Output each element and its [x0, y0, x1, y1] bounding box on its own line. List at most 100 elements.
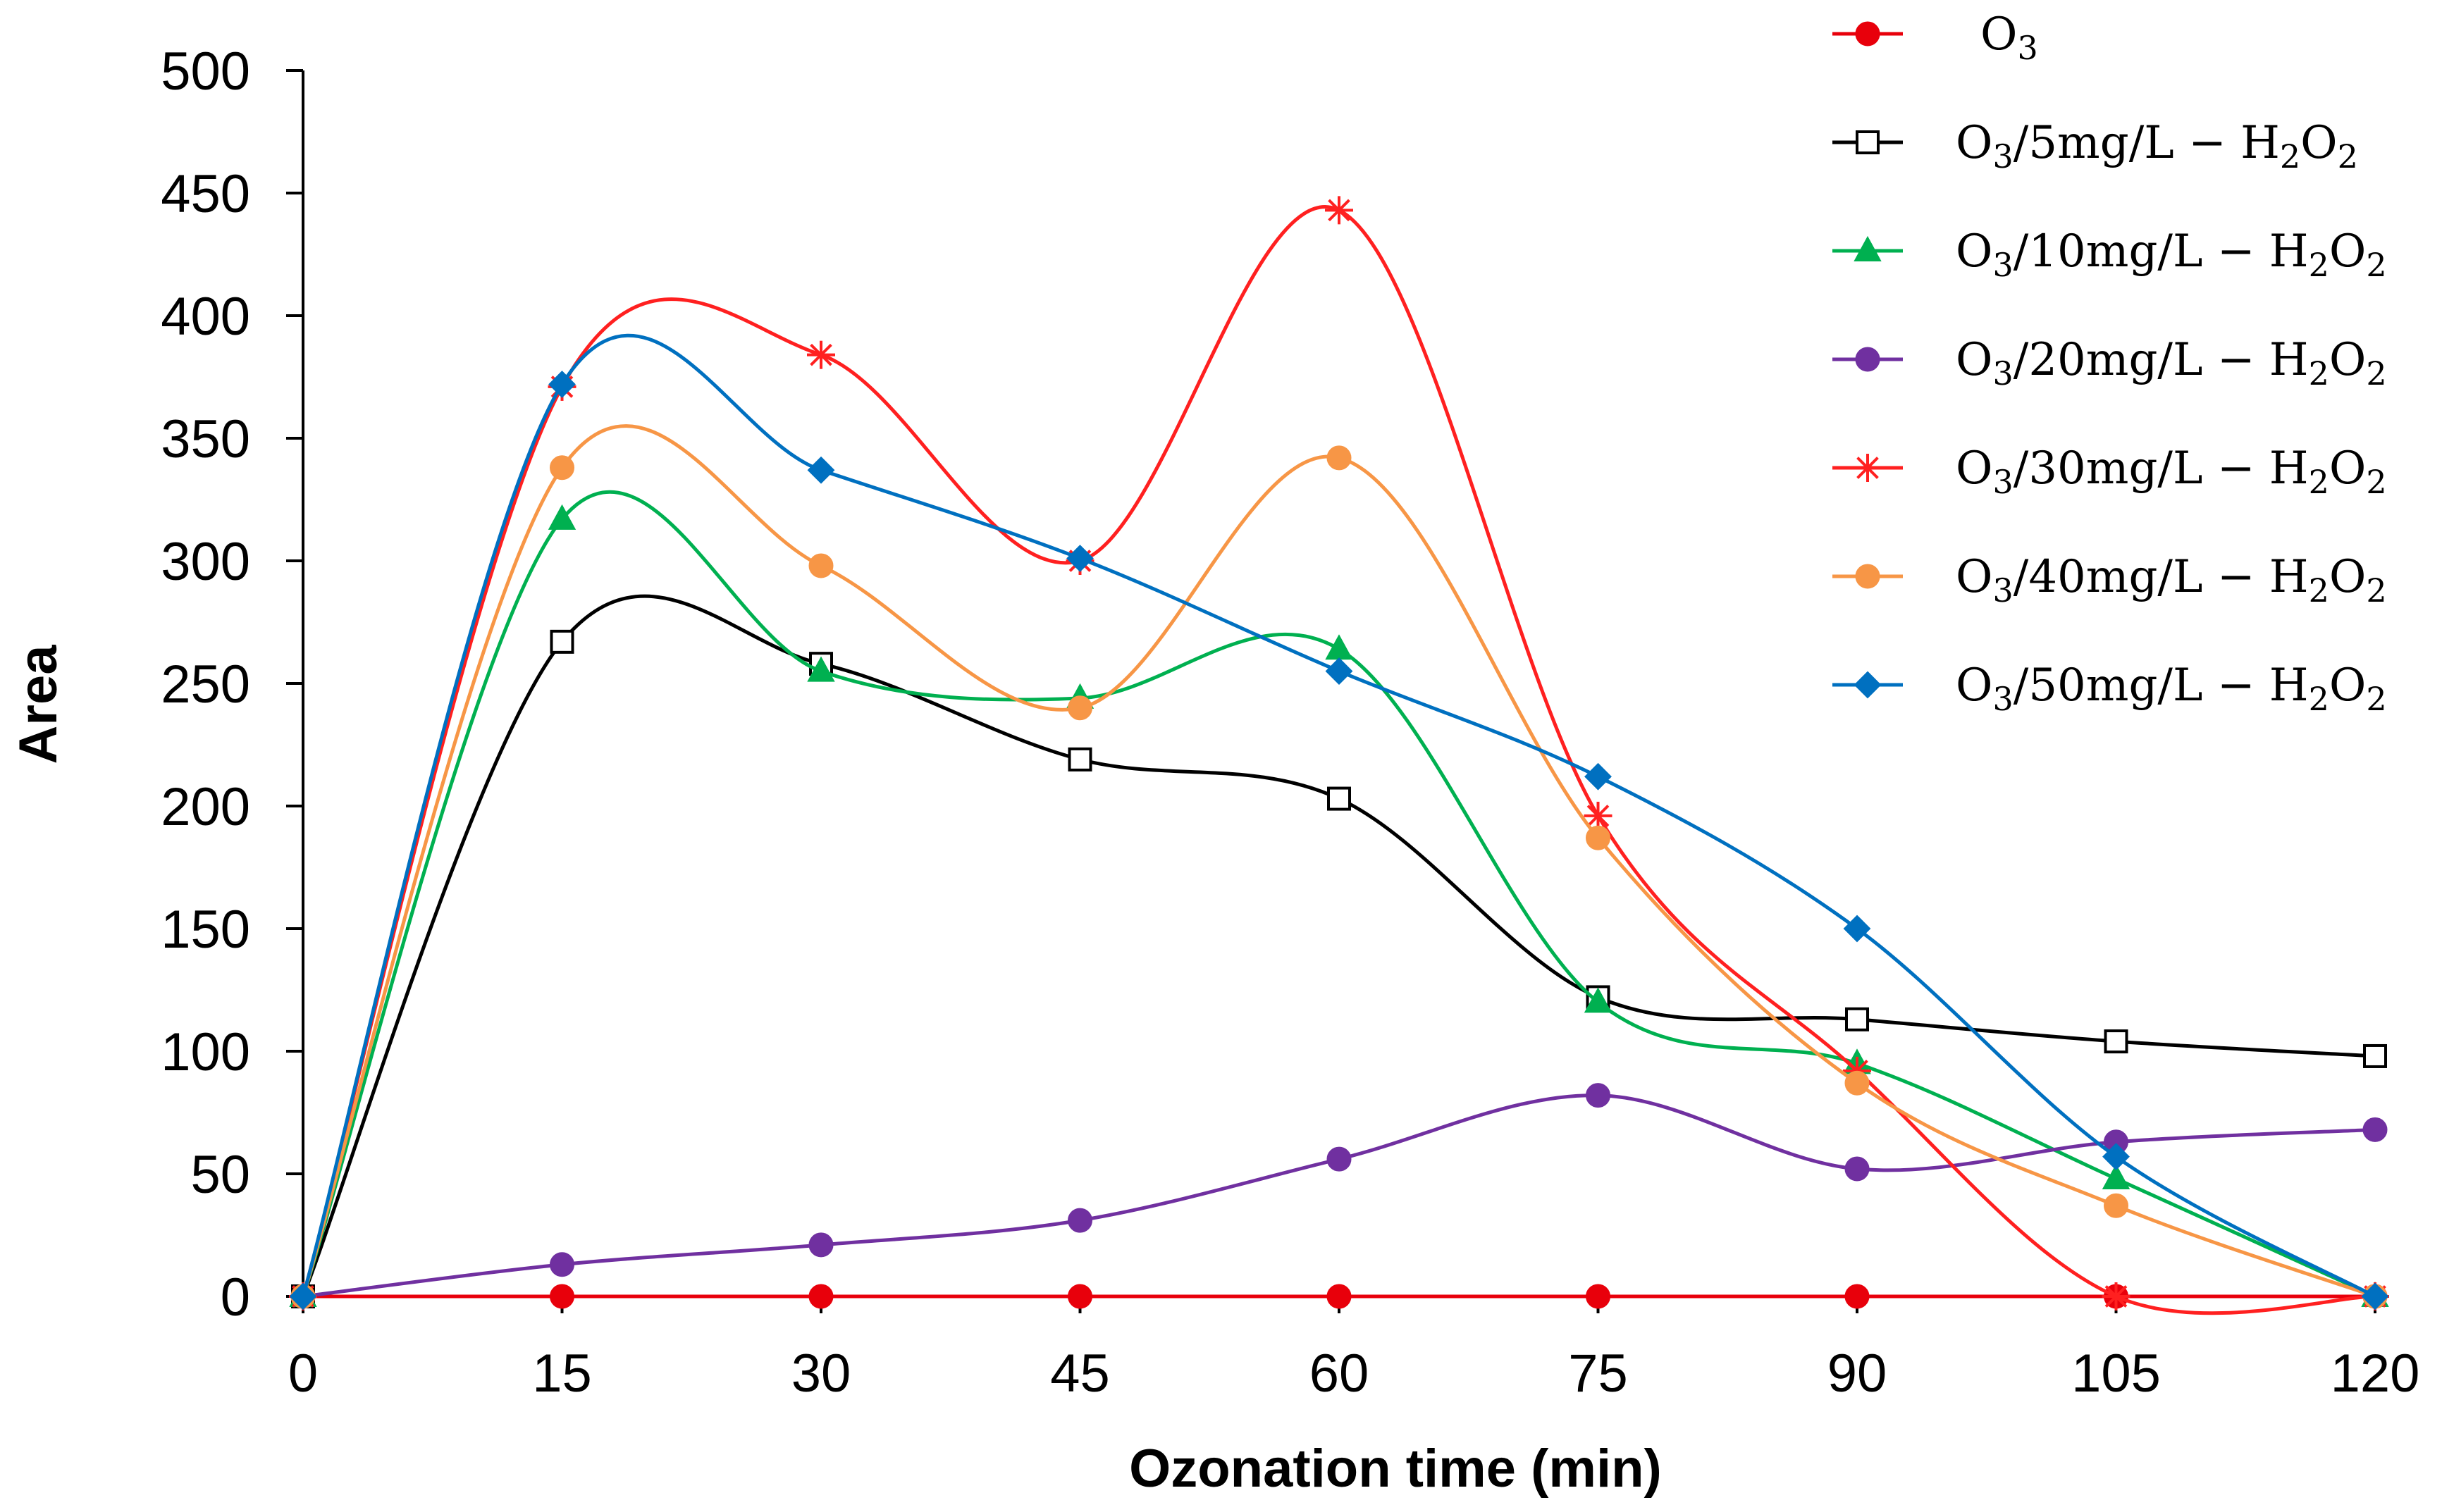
data-point — [1325, 196, 1353, 225]
data-point — [1584, 801, 1612, 830]
data-point — [1326, 1146, 1352, 1172]
data-point — [808, 1232, 834, 1258]
data-point — [1068, 1284, 1092, 1309]
x-tick-label: 30 — [791, 1344, 851, 1403]
y-tick-label: 350 — [161, 409, 250, 469]
y-axis-title: Area — [8, 645, 68, 764]
legend-item: O3/40mg/L − H2O2 — [1832, 551, 2387, 609]
x-tick-label: 90 — [1827, 1344, 1887, 1403]
data-point — [2362, 1117, 2388, 1142]
legend-label: O3/5mg/L − H2O2 — [1956, 117, 2358, 175]
series-1 — [290, 1284, 2388, 1309]
legend-marker — [1854, 454, 1882, 482]
data-point — [1325, 657, 1353, 686]
x-tick-label: 60 — [1309, 1344, 1369, 1403]
series-line — [301, 490, 2376, 1299]
data-point — [1584, 987, 1612, 1013]
x-tick-label: 15 — [532, 1344, 592, 1403]
data-point — [1586, 825, 1610, 850]
y-tick-label: 50 — [190, 1145, 250, 1205]
data-point — [1068, 1208, 1092, 1233]
data-point — [548, 371, 576, 398]
data-point — [2363, 1043, 2387, 1068]
data-point — [1844, 1284, 1870, 1309]
y-tick-label: 300 — [161, 532, 250, 592]
y-tick-label: 200 — [161, 777, 250, 837]
data-point — [289, 1282, 317, 1310]
legend-item: O3/50mg/L − H2O2 — [1832, 659, 2387, 718]
x-ticks: 0 15 30 45 60 75 90 105 120 — [288, 1296, 2420, 1403]
legend-item: O3 — [1832, 8, 2038, 67]
x-tick-label: 45 — [1050, 1344, 1110, 1403]
legend-label: O3 — [1980, 8, 2038, 67]
data-point — [808, 553, 834, 578]
y-tick-label: 100 — [161, 1022, 250, 1082]
y-tick-label: 400 — [161, 287, 250, 347]
data-point — [1843, 915, 1871, 943]
data-point — [1586, 1284, 1610, 1309]
data-point — [1325, 634, 1353, 660]
legend-marker — [1854, 235, 1882, 261]
data-point — [1844, 1156, 1870, 1182]
data-point — [2361, 1282, 2389, 1310]
legend-label: O3/10mg/L − H2O2 — [1956, 225, 2387, 284]
legend-marker — [1855, 21, 1880, 47]
series-4 — [290, 1083, 2388, 1309]
legend-marker — [1855, 347, 1880, 372]
legend-label: O3/30mg/L − H2O2 — [1956, 442, 2387, 501]
series-line — [301, 333, 2376, 1299]
series-3 — [289, 490, 2389, 1307]
series-7 — [289, 333, 2389, 1310]
legend-label: O3/50mg/L − H2O2 — [1956, 659, 2387, 718]
y-tick-label: 0 — [221, 1268, 250, 1327]
y-tick-label: 500 — [161, 42, 250, 101]
data-point — [1326, 1284, 1352, 1309]
data-point — [1068, 747, 1092, 772]
legend-item: O3/5mg/L − H2O2 — [1832, 117, 2358, 175]
legend-marker — [1854, 671, 1882, 699]
legend-label: O3/40mg/L − H2O2 — [1956, 551, 2387, 609]
data-point — [807, 656, 835, 682]
data-point — [1584, 762, 1612, 791]
series-2 — [291, 594, 2387, 1308]
data-point — [1327, 786, 1351, 811]
data-point — [2104, 1029, 2128, 1054]
y-ticks: 0 50 100 150 200 250 300 350 400 450 500 — [161, 42, 303, 1327]
legend-item: O3/20mg/L − H2O2 — [1832, 334, 2387, 392]
legend-label: O3/20mg/L − H2O2 — [1956, 334, 2387, 392]
data-point — [1844, 1070, 1870, 1096]
data-point — [1326, 445, 1352, 471]
x-tick-label: 0 — [288, 1344, 318, 1403]
data-point — [550, 1252, 574, 1277]
data-point — [1845, 1007, 1869, 1031]
x-tick-label: 75 — [1568, 1344, 1628, 1403]
data-point — [2102, 1282, 2130, 1310]
x-tick-label: 120 — [2331, 1344, 2420, 1403]
data-point — [1586, 1083, 1610, 1108]
legend-item: O3/30mg/L − H2O2 — [1832, 442, 2387, 501]
y-tick-label: 250 — [161, 655, 250, 714]
axes: 0 50 100 150 200 250 300 350 400 450 500 0 15 30 45 60… — [161, 42, 2419, 1403]
y-tick-label: 450 — [161, 164, 250, 224]
data-point — [807, 340, 835, 369]
data-point — [807, 456, 835, 484]
x-tick-label: 105 — [2071, 1344, 2161, 1403]
legend: O3 O3/5mg/L − H2O2 O3/10mg/L − H2O2 O3/20mg… — [1832, 8, 2387, 718]
data-point — [548, 504, 576, 530]
legend-marker — [1855, 564, 1880, 589]
series-layer — [289, 196, 2389, 1315]
y-tick-label: 150 — [161, 900, 250, 960]
legend-item: O3/10mg/L − H2O2 — [1832, 225, 2387, 284]
data-point — [550, 629, 574, 654]
data-point — [808, 1284, 834, 1309]
data-point — [1066, 545, 1094, 572]
data-point — [2102, 1163, 2130, 1189]
data-point — [550, 1284, 574, 1309]
legend-marker — [1856, 130, 1880, 154]
x-axis-title: Ozonation time (min) — [1129, 1439, 1662, 1499]
data-point — [1068, 695, 1092, 721]
data-point — [550, 455, 574, 481]
data-point — [2104, 1193, 2128, 1218]
series-6 — [290, 424, 2388, 1309]
